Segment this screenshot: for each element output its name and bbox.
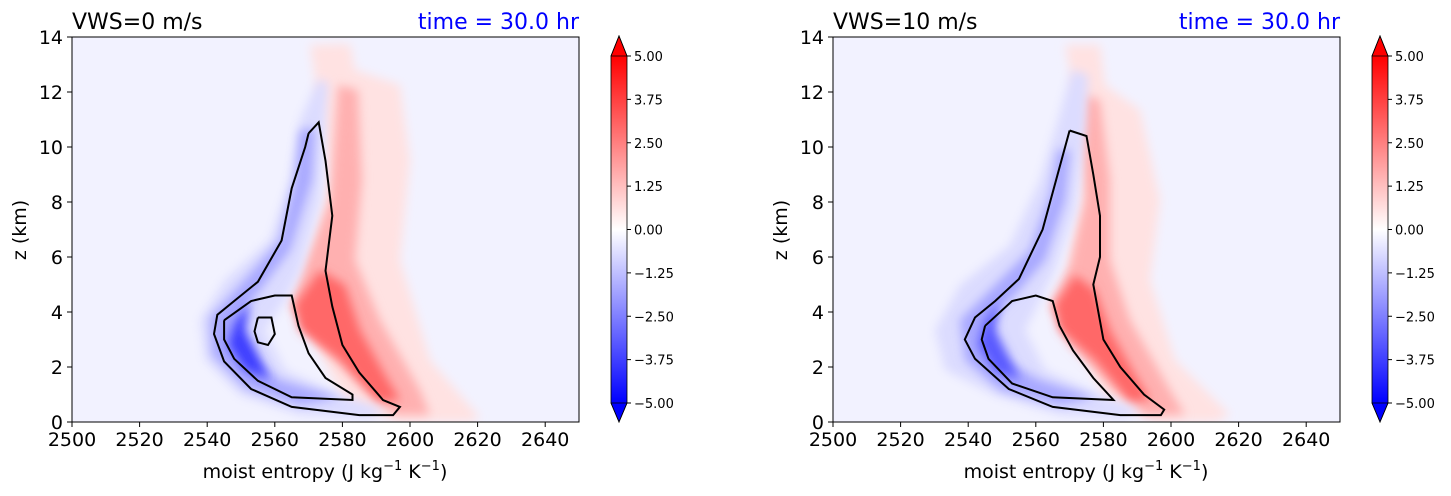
colorbar-tick-label: −2.50 [634,310,674,325]
y-tick-label: 8 [812,192,824,214]
y-tick-label: 2 [51,357,63,379]
shading-1 [200,44,480,422]
title-left-2: VWS=10 m/s [833,10,978,35]
x-ticks-1: 2500 2520 2540 2560 2580 2600 2620 2640 [48,422,569,451]
x-tick-label: 2560 [1012,429,1060,451]
panel-1: 2500 2520 2540 2560 2580 2600 2620 2640 0 2 4 6 8 10… [9,10,674,483]
x-tick-label: 2600 [386,429,434,451]
y-tick-label: 10 [800,137,824,159]
contour-line-1-3 [253,316,276,347]
title-left-1: VWS=0 m/s [72,10,203,35]
colorbar-tick-label: −5.00 [634,397,674,412]
x-tick-label: 2640 [1282,429,1330,451]
colorbar-1: 5.00 3.75 2.50 1.25 0.00 −1.25 −2.50 −3.75 −5.00 [610,34,674,424]
contour-line-1-1 [212,120,402,417]
y-tick-label: 0 [812,412,824,434]
y-tick-label: 14 [800,27,824,49]
colorbar-tick-label: −1.25 [634,267,674,282]
colorbar-tick-label: 3.75 [1395,93,1424,108]
x-axis-label-2: moist entropy (J kg−1 K−1) [964,459,1209,483]
x-tick-label: 2560 [251,429,299,451]
y-tick-label: 4 [812,302,824,324]
plot-frame-2 [832,36,1341,423]
x-tick-label: 2520 [876,429,924,451]
colorbar-gradient-1 [611,56,627,403]
x-tick-label: 2520 [115,429,163,451]
colorbar-extend-bottom-1 [610,402,628,424]
x-tick-label: 2620 [453,429,501,451]
x-axis-label-1: moist entropy (J kg−1 K−1) [203,459,448,483]
negative-anomaly-core-1 [228,302,270,380]
y-tick-label: 6 [51,247,63,269]
colorbar-ticks-1: 5.00 3.75 2.50 1.25 0.00 −1.25 −2.50 −3.75 −5.00 [627,50,674,412]
colorbar-2: 5.00 3.75 2.50 1.25 0.00 −1.25 −2.50 −3.75 −5.00 [1371,34,1435,424]
colorbar-tick-label: 1.25 [1395,180,1424,195]
colorbar-extend-top-2 [1371,34,1389,57]
contour-line-2-1 [963,129,1166,417]
x-tick-label: 2580 [318,429,366,451]
colorbar-tick-label: −3.75 [634,354,674,369]
colorbar-tick-label: 5.00 [634,50,663,65]
y-tick-label: 10 [39,137,63,159]
y-tick-label: 8 [51,192,63,214]
colorbar-tick-label: −2.50 [1395,310,1435,325]
y-tick-label: 14 [39,27,63,49]
contour-lines-2 [963,129,1166,417]
negative-anomaly-mid-2 [960,150,1095,405]
colorbar-tick-label: −3.75 [1395,354,1435,369]
x-tick-label: 2640 [521,429,569,451]
x-ticks-2: 2500 2520 2540 2560 2580 2600 2620 2640 [809,422,1330,451]
colorbar-ticks-2: 5.00 3.75 2.50 1.25 0.00 −1.25 −2.50 −3.75 −5.00 [1388,50,1435,412]
title-right-2: time = 30.0 hr [1179,10,1341,35]
y-tick-label: 4 [51,302,63,324]
y-axis-label-2: z (km) [770,200,792,260]
positive-anomaly-core-1 [295,270,400,402]
y-tick-label: 2 [812,357,824,379]
colorbar-tick-label: 2.50 [634,137,663,152]
y-tick-label: 0 [51,412,63,434]
colorbar-tick-label: 5.00 [1395,50,1424,65]
negative-anomaly-mid-1 [210,128,340,405]
colorbar-tick-label: 0.00 [634,224,663,239]
colorbar-extend-bottom-2 [1371,402,1389,424]
colorbar-extend-top-1 [610,34,628,57]
x-tick-label: 2500 [809,429,857,451]
y-tick-label: 12 [800,82,824,104]
title-right-1: time = 30.0 hr [418,10,580,35]
y-ticks-2: 0 2 4 6 8 10 12 14 [800,27,833,434]
colorbar-tick-label: 3.75 [634,93,663,108]
contour-lines-1 [212,120,402,417]
y-tick-label: 6 [812,247,824,269]
colorbar-tick-label: 0.00 [1395,224,1424,239]
colorbar-tick-label: 1.25 [634,180,663,195]
y-axis-label-1: z (km) [9,200,31,260]
panel-2: 2500 2520 2540 2560 2580 2600 2620 2640 0 2 4 6 8 10… [770,10,1435,483]
contour-line-1-2 [223,294,354,402]
x-tick-label: 2540 [944,429,992,451]
colorbar-tick-label: −5.00 [1395,397,1435,412]
x-tick-label: 2500 [48,429,96,451]
x-tick-label: 2580 [1079,429,1127,451]
contour-line-2-2 [980,294,1116,402]
x-tick-label: 2600 [1147,429,1195,451]
plot-frame-1 [71,36,580,423]
y-ticks-1: 0 2 4 6 8 10 12 14 [39,27,72,434]
x-tick-label: 2540 [183,429,231,451]
x-tick-label: 2620 [1214,429,1262,451]
colorbar-tick-label: −1.25 [1395,267,1435,282]
colorbar-tick-label: 2.50 [1395,137,1424,152]
colorbar-gradient-2 [1372,56,1388,403]
y-tick-label: 12 [39,82,63,104]
